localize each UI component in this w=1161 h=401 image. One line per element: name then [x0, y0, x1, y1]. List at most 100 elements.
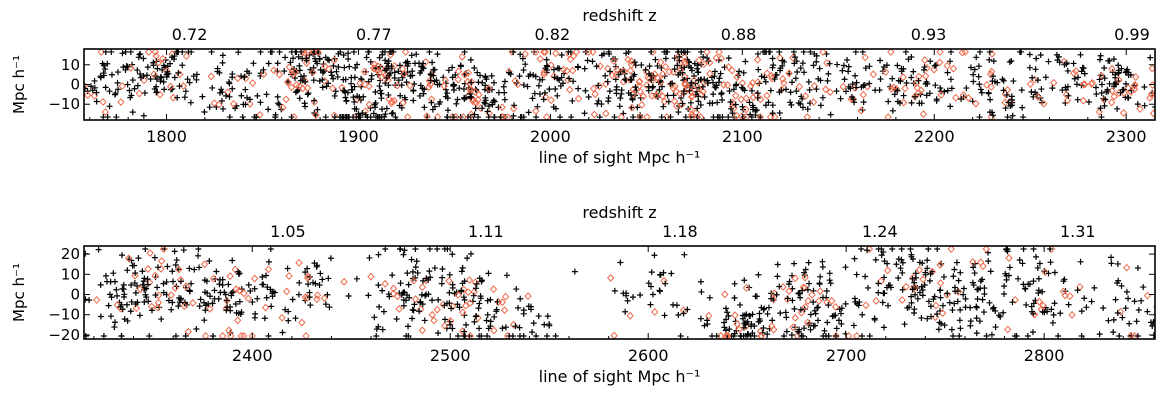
- plus-point: [701, 76, 708, 83]
- plus-point: [444, 114, 451, 120]
- plus-point: [692, 80, 699, 87]
- plus-point: [376, 83, 383, 90]
- plus-point: [387, 49, 394, 55]
- plus-point: [401, 289, 408, 296]
- plus-point: [731, 280, 738, 287]
- diamond-point: [676, 89, 684, 98]
- plus-point: [698, 288, 705, 295]
- plus-point: [770, 62, 777, 69]
- diamond-point: [246, 100, 254, 108]
- plus-point: [769, 64, 776, 71]
- plus-point: [625, 90, 632, 97]
- plus-point: [661, 49, 668, 55]
- diamond-point: [596, 62, 604, 71]
- diamond-point: [936, 49, 944, 56]
- plus-point: [957, 306, 964, 313]
- diamond-point: [445, 276, 453, 285]
- plus-point: [799, 95, 806, 102]
- plus-point: [316, 78, 323, 85]
- plus-point: [673, 302, 680, 309]
- plus-point: [865, 284, 872, 291]
- plus-point: [937, 84, 944, 91]
- plus-point: [160, 280, 167, 287]
- plus-point: [825, 70, 832, 77]
- plus-point: [352, 64, 359, 71]
- plus-point: [311, 49, 318, 55]
- diamond-point: [952, 93, 960, 102]
- diamond-point: [159, 54, 167, 63]
- plus-point: [456, 304, 463, 311]
- diamond-point: [261, 303, 270, 312]
- plus-point: [605, 94, 612, 101]
- diamond-point: [1079, 80, 1088, 89]
- plus-point: [944, 87, 951, 94]
- plus-point: [263, 294, 270, 301]
- diamond-point: [282, 95, 290, 104]
- plus-point: [95, 246, 102, 253]
- plus-point: [195, 252, 202, 259]
- plus-point: [410, 97, 417, 104]
- plus-point: [811, 307, 818, 314]
- plus-point: [418, 291, 425, 298]
- diamond-point: [884, 266, 892, 275]
- diamond-point: [284, 77, 292, 86]
- diamond-point: [540, 70, 548, 79]
- plus-point: [764, 310, 771, 317]
- plus-point: [499, 325, 506, 332]
- plus-point: [883, 284, 890, 291]
- diamond-point: [508, 49, 516, 56]
- plus-point: [385, 58, 392, 65]
- plus-point: [142, 291, 149, 298]
- diamond-point: [399, 98, 407, 107]
- plus-point: [262, 272, 269, 279]
- plus-point: [375, 251, 382, 258]
- diamond-point: [219, 332, 227, 339]
- plus-point: [491, 313, 498, 320]
- plus-point: [1074, 96, 1081, 103]
- plus-point: [717, 70, 724, 77]
- plus-point: [1071, 75, 1078, 82]
- plus-point: [410, 87, 417, 94]
- plus-point: [791, 305, 798, 312]
- plus-point: [420, 90, 427, 97]
- diamond-point: [943, 61, 951, 70]
- diamond-point: [1068, 310, 1076, 319]
- plus-point: [216, 89, 223, 96]
- plus-point: [468, 79, 475, 86]
- plus-point: [276, 101, 283, 108]
- diamond-point: [401, 49, 410, 56]
- plus-point: [589, 58, 596, 65]
- plus-point: [783, 314, 790, 321]
- plus-point: [516, 73, 523, 80]
- plus-point: [1097, 52, 1104, 59]
- plus-point: [834, 61, 841, 68]
- plus-point: [442, 93, 449, 100]
- diamond-point: [167, 291, 175, 299]
- diamond-point: [964, 94, 973, 103]
- diamond-point: [471, 278, 480, 287]
- plus-point: [1112, 81, 1119, 88]
- plus-point: [753, 106, 760, 113]
- plus-point: [281, 68, 288, 75]
- plus-point: [478, 332, 485, 339]
- plus-point: [392, 114, 399, 120]
- diamond-point: [613, 65, 621, 74]
- diamond-point: [418, 326, 427, 335]
- plus-point: [343, 98, 350, 105]
- plus-point: [1009, 299, 1016, 306]
- diamond-point: [151, 271, 159, 280]
- plus-point: [1034, 264, 1041, 271]
- plus-point: [742, 319, 749, 326]
- plus-point: [164, 68, 171, 75]
- plus-point: [797, 65, 804, 72]
- plus-point: [1135, 307, 1142, 314]
- plus-point: [962, 295, 969, 302]
- plus-point: [893, 261, 900, 268]
- plus-point: [976, 114, 983, 120]
- plus-point: [404, 270, 411, 277]
- plus-point: [378, 90, 385, 97]
- plus-point: [477, 295, 484, 302]
- x-tick-label: 1800: [146, 127, 187, 146]
- diamond-point: [735, 325, 743, 334]
- plus-point: [209, 300, 216, 307]
